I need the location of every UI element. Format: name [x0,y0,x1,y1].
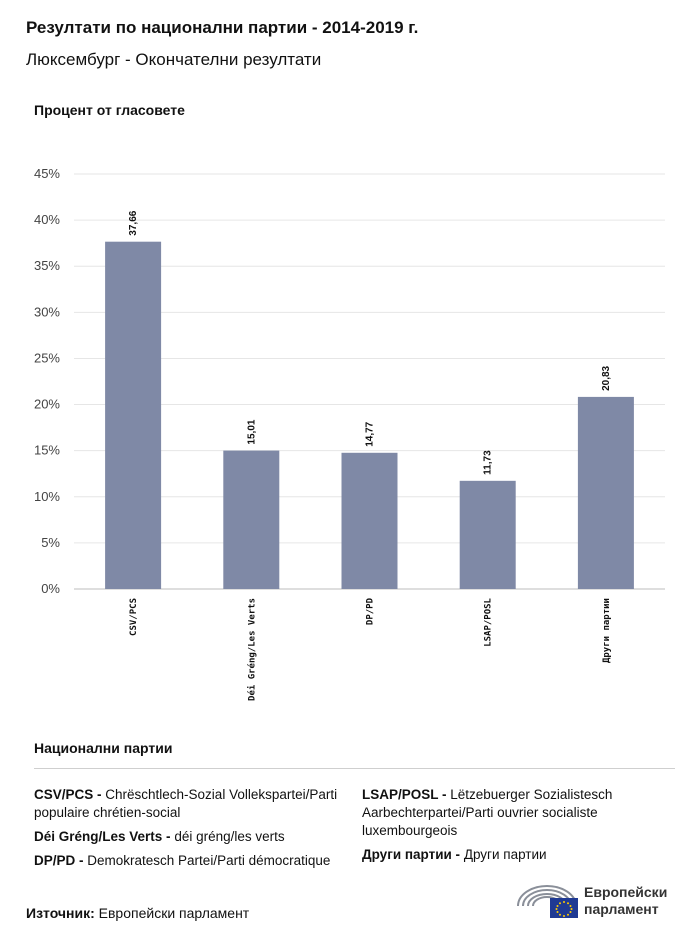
legend-entry-csv: CSV/PCS - Chrëschtlech-Sozial Vollekspar… [34,787,338,820]
y-tick-label: 35% [34,258,60,273]
y-axis-label: Процент от гласовете [34,102,185,118]
bar [341,452,398,589]
y-tick-label: 40% [34,212,60,227]
category-label: LSAP/POSL [484,597,494,646]
category-label: DP/PD [366,597,376,625]
legend-title: Национални партии [34,740,173,756]
value-labels: 37,66 15,01 14,77 11,73 20,83 [128,210,612,475]
legend-entry-dei-greng: Déi Gréng/Les Verts - déi gréng/les vert… [34,829,285,844]
bar-chart: 0% 5% 10% 15% 20% 25% 30% 35% 40% 45% 37,66 15,01 1… [34,166,665,701]
category-label: Други партии [602,598,612,663]
y-tick-label: 30% [34,304,60,319]
chart-title: Резултати по национални партии - 2014-20… [26,18,419,37]
bar [459,480,516,589]
logo-text: Европейски парламент [584,884,668,917]
legend-entry-lsap: LSAP/POSL - Lëtzebuerger Sozialistesch A… [362,787,613,838]
y-tick-label: 10% [34,489,60,504]
chart-subtitle: Люксембург - Окончателни резултати [26,50,322,69]
bar [223,450,280,589]
y-tick-label: 25% [34,350,60,365]
source-note: Източник: Европейски парламент [26,905,250,921]
legend-divider [34,768,675,769]
legend-entry-dp: DP/PD - Demokratesch Partei/Parti démocr… [34,853,331,868]
european-parliament-logo-icon [517,885,578,918]
bar-value-label: 15,01 [246,419,257,444]
legend-entry-others: Други партии - Други партии [362,847,547,862]
bar-value-label: 37,66 [128,210,139,235]
bar-value-label: 20,83 [601,365,612,390]
category-label: Déi Gréng/Les Verts [246,598,257,701]
category-label: CSV/PCS [129,598,139,636]
legend-column-right: LSAP/POSL - Lëtzebuerger Sozialistesch A… [362,786,662,870]
y-tick-label: 20% [34,397,60,412]
y-tick-labels: 0% 5% 10% 15% 20% 25% 30% 35% 40% 45% [34,166,60,596]
european-parliament-logo: Европейски парламент [514,882,684,920]
bar [577,396,634,589]
bar-value-label: 14,77 [365,421,376,446]
bar [105,241,162,590]
category-labels: CSV/PCS Déi Gréng/Les Verts DP/PD LSAP/POSL… [129,597,612,701]
legend-column-left: CSV/PCS - Chrëschtlech-Sozial Vollekspar… [34,786,354,876]
bar-value-label: 11,73 [483,450,494,475]
y-tick-label: 5% [41,535,60,550]
y-tick-label: 45% [34,166,60,181]
bars [105,241,634,590]
y-tick-label: 0% [41,581,60,596]
y-tick-label: 15% [34,443,60,458]
